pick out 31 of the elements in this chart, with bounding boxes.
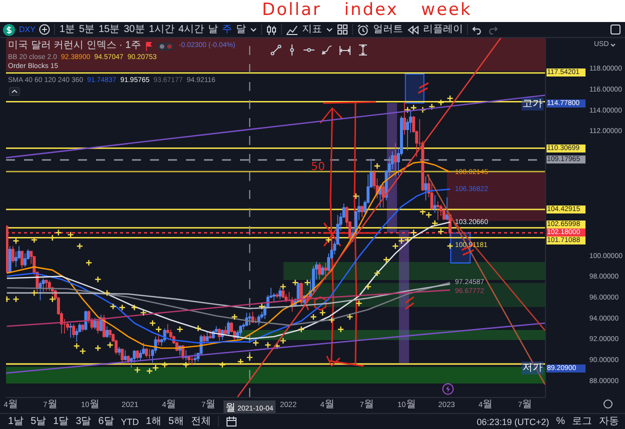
- text: DXY: [19, 24, 36, 36]
- text: 6달: [98, 416, 114, 428]
- text: 1분: [59, 24, 76, 36]
- chart-subtitle: 미국 달러 커런시 인덱스 · 1주: [8, 40, 141, 52]
- annotation: 50: [311, 160, 325, 173]
- text: 15분: [98, 24, 120, 36]
- text: 5해: [168, 416, 184, 428]
- text: 달: [236, 24, 246, 36]
- text: 06:23:19 (UTC+2): [476, 416, 550, 428]
- text: 지표: [302, 24, 322, 36]
- text: 1시간: [148, 24, 174, 36]
- text: 3달: [76, 416, 92, 428]
- text: 1날: [8, 416, 24, 428]
- text: 5분: [79, 24, 95, 36]
- text: YTD: [120, 416, 139, 428]
- chart-title: Dollar index week: [262, 0, 472, 21]
- text: 로그: [572, 416, 592, 428]
- text: 5날: [30, 416, 46, 428]
- text: 날: [208, 24, 218, 36]
- text: %: [556, 416, 565, 428]
- text: 리플레이: [422, 24, 463, 36]
- annotation: 저가: [522, 362, 542, 374]
- text: 4시간: [178, 24, 204, 36]
- text: 주: [222, 24, 232, 36]
- text: 전체: [190, 416, 211, 428]
- text: 1해: [146, 416, 162, 428]
- annotation: 고가: [522, 98, 542, 110]
- text: 자동: [599, 416, 619, 428]
- text: 1달: [53, 416, 69, 428]
- text: 얼러트: [372, 24, 403, 36]
- text: 30분: [124, 24, 145, 36]
